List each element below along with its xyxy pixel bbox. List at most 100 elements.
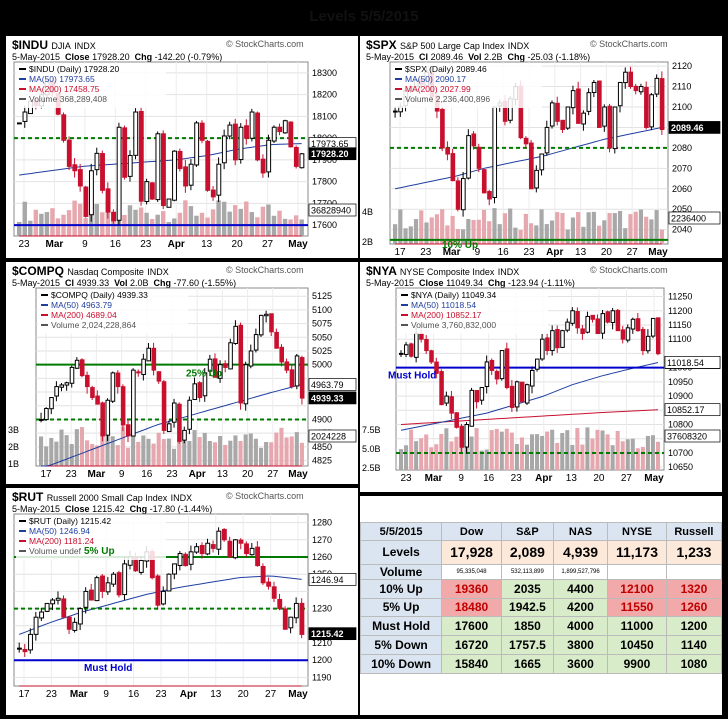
price-tag xyxy=(308,203,357,217)
legend-entry: MA(200) 1181.24 xyxy=(29,536,94,546)
price-tag xyxy=(308,573,357,586)
candle-body xyxy=(293,147,299,167)
volume-bar xyxy=(274,432,279,466)
volume-bar xyxy=(555,212,560,244)
table-row: 5% Up 18480 1942.5 4200 11550 1260 xyxy=(359,597,723,618)
column-header: NYSE xyxy=(607,521,667,542)
candle-body xyxy=(120,386,126,426)
candle-body xyxy=(228,342,233,370)
legend-swatch xyxy=(19,520,26,522)
legend-swatch xyxy=(395,68,402,70)
chart-panel-spx: $SPX S&P 500 Large Cap Index INDX © Stoc… xyxy=(360,36,722,258)
candle-body xyxy=(227,124,233,137)
levels-table-grid: 5/5/2015 Dow S&P NAS NYSE Russell Levels… xyxy=(359,521,723,674)
x-tick-label: Mar xyxy=(443,247,461,258)
volume-bar xyxy=(227,211,232,236)
volume-bar xyxy=(649,219,654,244)
x-tick-label: 13 xyxy=(217,469,229,480)
level-value-cell: 1200 xyxy=(665,616,723,637)
candle-body xyxy=(205,542,211,555)
candle-body xyxy=(100,575,105,592)
y-tick-label: 2120 xyxy=(672,61,692,71)
candle-body xyxy=(187,399,192,430)
x-tick-label: 27 xyxy=(621,473,633,484)
candle-body xyxy=(393,110,398,113)
volume-bar xyxy=(617,210,623,244)
candle-body xyxy=(111,573,117,585)
candle-body xyxy=(85,374,90,388)
candle-body xyxy=(615,309,621,332)
volume-bar xyxy=(100,430,105,466)
y-tick-label: 10700 xyxy=(668,448,693,458)
volume-bar xyxy=(22,201,27,236)
candle-body xyxy=(233,539,238,559)
volume-bar xyxy=(166,221,171,236)
volume-bar xyxy=(585,427,590,470)
candle-body xyxy=(591,81,597,93)
x-tick-label: 23 xyxy=(140,239,152,250)
volume-bar xyxy=(560,433,565,470)
volume-bar xyxy=(149,219,155,236)
candle-body xyxy=(476,146,482,169)
x-tick-label: Mar xyxy=(70,689,88,700)
legend-box xyxy=(392,64,542,108)
level-value-cell: 18480 xyxy=(441,597,502,618)
legend-swatch xyxy=(395,98,402,100)
volume-bar xyxy=(136,441,141,466)
price-tag-label: 2236400 xyxy=(671,214,706,224)
volume-bar xyxy=(49,437,54,466)
candle-body xyxy=(233,325,238,344)
volume-bar xyxy=(133,209,138,236)
volume-bar xyxy=(218,435,223,466)
candle-body xyxy=(461,178,466,211)
x-tick-label: 16 xyxy=(498,247,510,258)
candle-body xyxy=(116,572,122,596)
volume-bar xyxy=(615,430,620,470)
x-tick-label: May xyxy=(288,689,308,700)
volume-bar xyxy=(183,200,188,236)
candle-body xyxy=(72,164,78,172)
volume-bar xyxy=(513,227,518,244)
y-tick-label: 1280 xyxy=(312,518,332,528)
y-tick-label: 2060 xyxy=(672,184,692,194)
candle-body xyxy=(600,313,606,334)
volume-bar xyxy=(161,211,166,236)
candle-body xyxy=(100,153,105,191)
legend-swatch xyxy=(41,294,48,296)
volume-bar xyxy=(494,428,499,470)
row-label: Levels xyxy=(359,540,443,565)
candle-body xyxy=(17,647,22,650)
x-tick-label: 16 xyxy=(110,239,122,250)
legend-entry: MA(50) 11018.54 xyxy=(411,300,476,310)
candle-body xyxy=(560,330,565,348)
price-tag xyxy=(308,391,357,405)
volume-bar xyxy=(77,203,83,236)
candle-body xyxy=(244,543,249,555)
volume-bar xyxy=(514,443,519,470)
legend-swatch xyxy=(401,304,408,306)
volume-bar xyxy=(105,431,110,466)
price-tag xyxy=(664,356,721,369)
candle-body xyxy=(210,544,216,549)
volume-bar xyxy=(469,436,474,470)
volume-bar xyxy=(655,441,660,470)
volume-bar xyxy=(481,209,487,244)
legend-swatch xyxy=(19,530,26,532)
candle-body xyxy=(28,633,33,651)
volume-bar xyxy=(539,209,544,244)
volume-axis-label: 2.5B xyxy=(362,463,381,473)
candle-body xyxy=(74,359,80,369)
volume-bar xyxy=(125,447,131,466)
candle-body xyxy=(605,311,611,323)
y-tick-label: 5125 xyxy=(312,291,332,301)
volume-bar xyxy=(508,208,513,244)
candle-body xyxy=(555,102,560,122)
volume-bar xyxy=(50,208,55,236)
price-tag-label: 10852.17 xyxy=(667,405,705,415)
volume-bar xyxy=(461,229,466,244)
candle-body xyxy=(194,546,200,553)
candle-body xyxy=(535,358,540,370)
volume-bar xyxy=(55,218,61,236)
candle-body xyxy=(156,371,162,382)
